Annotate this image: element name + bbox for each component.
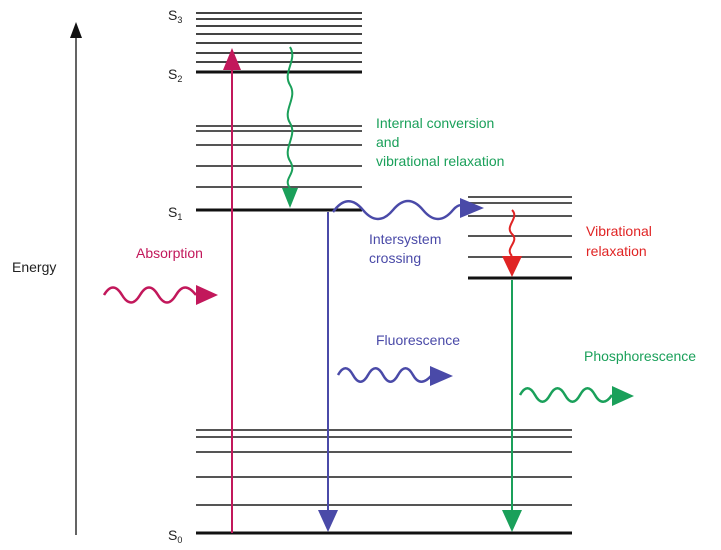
s2-vibrational-levels: [196, 125, 362, 188]
absorption-photon-arrow-icon: [196, 285, 218, 305]
phosphorescence-label: Phosphorescence: [584, 348, 696, 364]
internal-conversion-label-line2: and: [376, 134, 399, 150]
energy-axis: Energy: [12, 22, 82, 535]
absorption-label: Absorption: [136, 245, 203, 261]
internal-conversion-label-line1: Internal conversion: [376, 115, 494, 131]
phosphorescence-photon-arrow-icon: [612, 386, 634, 406]
absorption-arrow-icon: [223, 48, 241, 70]
axis-arrow-icon: [70, 22, 82, 38]
internal-conversion-label-line3: vibrational relaxation: [376, 153, 504, 169]
state-label-s1: S1: [168, 204, 182, 222]
fluorescence-label: Fluorescence: [376, 332, 460, 348]
absorption-photon-wave: [102, 286, 197, 304]
internal-conversion-transition: Internal conversion and vibrational rela…: [282, 46, 504, 208]
vibrational-relaxation-arrow-icon: [502, 256, 522, 277]
state-label-s0: S0: [168, 527, 182, 545]
intersystem-crossing-label-line2: crossing: [369, 250, 421, 266]
state-label-s3: S3: [168, 7, 182, 25]
phosphorescence-transition: Phosphorescence: [502, 280, 696, 532]
phosphorescence-photon-wave: [518, 387, 614, 403]
intersystem-crossing-transition: Intersystem crossing: [331, 198, 484, 266]
internal-conversion-arrow-icon: [282, 188, 298, 208]
vibrational-relaxation-label-line1: Vibrational: [586, 223, 652, 239]
intersystem-crossing-arrow-icon: [460, 198, 484, 218]
s0-vibrational-levels: [196, 429, 572, 506]
intersystem-crossing-label-line1: Intersystem: [369, 231, 441, 247]
phosphorescence-arrow-icon: [502, 510, 522, 532]
state-label-s2: S2: [168, 66, 182, 84]
s3-levels: [196, 12, 362, 63]
vibrational-relaxation-label-line2: relaxation: [586, 243, 647, 259]
fluorescence-photon-arrow-icon: [430, 366, 453, 386]
vibrational-relaxation-transition: Vibrational relaxation: [502, 209, 652, 277]
t1-vibrational-levels: [468, 196, 572, 258]
axis-label: Energy: [12, 259, 56, 275]
fluorescence-photon-wave: [336, 367, 433, 383]
fluorescence-transition: Fluorescence: [318, 212, 460, 532]
absorption-transition: Absorption: [102, 48, 241, 533]
fluorescence-arrow-icon: [318, 510, 338, 532]
